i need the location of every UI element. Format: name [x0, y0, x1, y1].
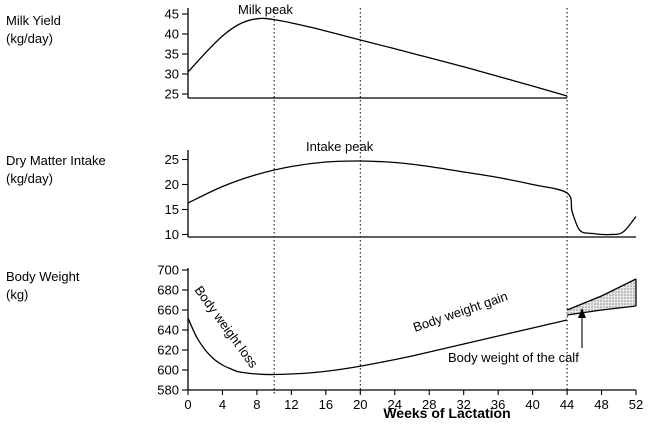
- y-tick-label: 20: [165, 177, 179, 192]
- y-tick-label: 25: [165, 152, 179, 167]
- y-tick-label: 25: [165, 87, 179, 102]
- y-tick-label: 35: [165, 47, 179, 62]
- x-tick-label: 16: [319, 397, 333, 412]
- y-tick-label: 640: [157, 323, 179, 338]
- body-weight-gain-label: Body weight gain: [411, 288, 510, 334]
- calf-arrow-head: [578, 308, 586, 318]
- series-line-0: [187, 160, 637, 236]
- x-tick-label: 32: [456, 397, 470, 412]
- milk-yield-label-1: Milk Yield: [6, 13, 61, 28]
- series-line-1: [566, 278, 637, 311]
- series-line-2: [567, 305, 637, 316]
- intake-peak-label: Intake peak: [306, 139, 374, 154]
- body-weight-label-2: (kg): [6, 287, 28, 302]
- x-tick-label: 40: [525, 397, 539, 412]
- milk-yield-axis: 25 30 35 40 45: [165, 7, 568, 102]
- series-line-0: [187, 317, 568, 376]
- intake-curve: [187, 160, 637, 236]
- body-weight-curves: [187, 278, 637, 376]
- reference-lines: [273, 8, 568, 395]
- calf-weight-arrow: [578, 308, 586, 348]
- y-tick-label: 620: [157, 343, 179, 358]
- x-tick-label: 52: [629, 397, 643, 412]
- y-tick-label: 700: [157, 263, 179, 278]
- intake-label-1: Dry Matter Intake: [6, 153, 106, 168]
- series-line-0: [187, 17, 568, 97]
- intake-axis: 10 15 20 25: [165, 150, 636, 242]
- x-tick-label: 48: [594, 397, 608, 412]
- body-weight-panel: Body Weight (kg) 580 600 620 640 660 680 700 0 4…: [6, 263, 643, 422]
- intake-label-2: (kg/day): [6, 171, 53, 186]
- x-axis-title: Weeks of Lactation: [383, 405, 510, 421]
- y-tick-label: 30: [165, 67, 179, 82]
- milk-yield-panel: Milk Yield (kg/day) 25 30 35 40 45 Milk peak: [6, 2, 568, 102]
- calf-weight-label: Body weight of the calf: [448, 350, 579, 365]
- body-weight-label-1: Body Weight: [6, 269, 80, 284]
- x-tick-label: 44: [560, 397, 574, 412]
- y-tick-label: 580: [157, 383, 179, 398]
- x-tick-label: 8: [253, 397, 260, 412]
- x-tick-label: 28: [422, 397, 436, 412]
- y-tick-label: 10: [165, 227, 179, 242]
- y-tick-label: 600: [157, 363, 179, 378]
- x-tick-label: 24: [388, 397, 402, 412]
- x-tick-label: 20: [353, 397, 367, 412]
- milk-peak-label: Milk peak: [238, 2, 293, 17]
- dry-matter-intake-panel: Dry Matter Intake (kg/day) 10 15 20 25 Inta…: [6, 139, 637, 242]
- milk-yield-curve: [187, 17, 568, 97]
- body-weight-loss-label: Body weight loss: [192, 283, 262, 371]
- y-tick-label: 45: [165, 7, 179, 22]
- y-tick-label: 40: [165, 27, 179, 42]
- x-tick-label: 12: [284, 397, 298, 412]
- y-tick-label: 680: [157, 283, 179, 298]
- milk-yield-label-2: (kg/day): [6, 31, 53, 46]
- y-tick-label: 660: [157, 303, 179, 318]
- x-tick-label: 4: [219, 397, 226, 412]
- y-tick-label: 15: [165, 202, 179, 217]
- x-tick-label: 0: [184, 397, 191, 412]
- x-tick-label: 36: [491, 397, 505, 412]
